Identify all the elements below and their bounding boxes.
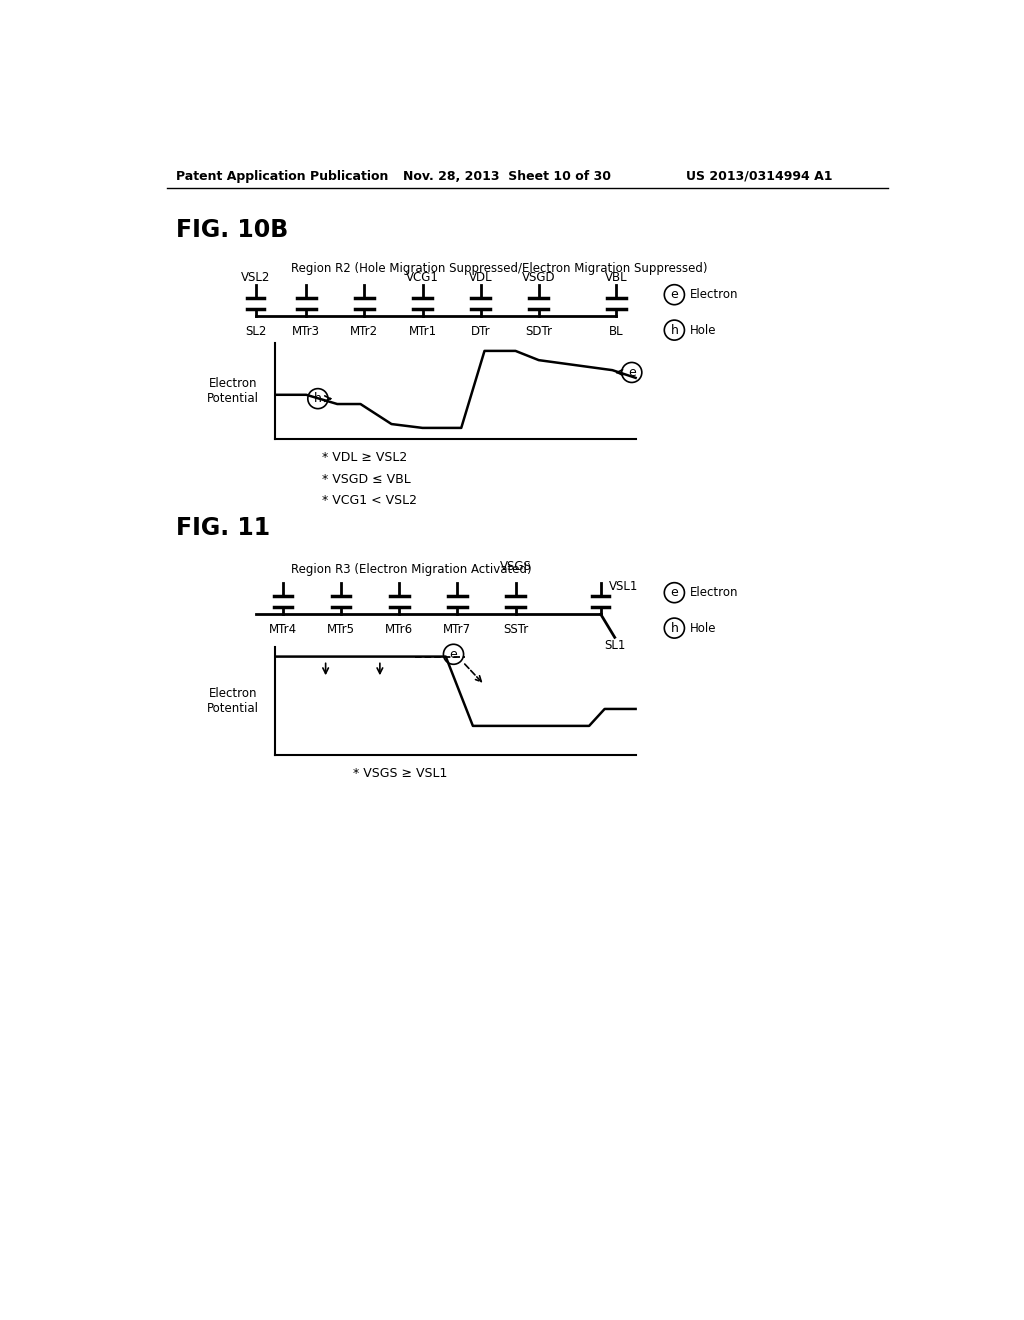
Text: MTr1: MTr1 [409,326,436,338]
Text: MTr7: MTr7 [443,623,471,636]
Text: SDTr: SDTr [525,326,552,338]
Text: e: e [628,366,636,379]
Text: Region R3 (Electron Migration Activated): Region R3 (Electron Migration Activated) [291,562,531,576]
Text: VSGS: VSGS [500,560,531,573]
Text: US 2013/0314994 A1: US 2013/0314994 A1 [686,170,833,183]
Text: h: h [671,323,678,337]
Text: VBL: VBL [605,271,628,284]
Text: VDL: VDL [469,271,493,284]
Text: VSGD: VSGD [522,271,556,284]
Text: * VDL ≥ VSL2: * VDL ≥ VSL2 [322,451,407,465]
Text: FIG. 11: FIG. 11 [176,516,270,540]
Text: FIG. 10B: FIG. 10B [176,219,289,243]
Text: e: e [671,586,678,599]
Text: VCG1: VCG1 [407,271,439,284]
Text: Electron: Electron [690,586,738,599]
Text: SSTr: SSTr [503,623,528,636]
Text: MTr3: MTr3 [292,326,321,338]
Text: h: h [314,392,322,405]
Text: Electron
Potential: Electron Potential [207,688,259,715]
Text: MTr4: MTr4 [269,623,297,636]
Text: BL: BL [609,326,624,338]
Text: SL2: SL2 [245,326,266,338]
Text: VSL2: VSL2 [242,271,270,284]
Text: Electron: Electron [690,288,738,301]
Text: * VCG1 < VSL2: * VCG1 < VSL2 [322,494,417,507]
Text: h: h [671,622,678,635]
Text: e: e [671,288,678,301]
Text: * VSGS ≥ VSL1: * VSGS ≥ VSL1 [352,767,447,780]
Text: Patent Application Publication: Patent Application Publication [176,170,388,183]
Text: Hole: Hole [690,622,717,635]
Text: Nov. 28, 2013  Sheet 10 of 30: Nov. 28, 2013 Sheet 10 of 30 [403,170,611,183]
Text: Electron
Potential: Electron Potential [207,378,259,405]
Text: e: e [450,648,458,661]
Text: * VSGD ≤ VBL: * VSGD ≤ VBL [322,473,411,486]
Text: SL1: SL1 [604,639,626,652]
Text: Region R2 (Hole Migration Suppressed/Electron Migration Suppressed): Region R2 (Hole Migration Suppressed/Ele… [291,263,708,276]
Text: MTr5: MTr5 [327,623,355,636]
Text: Hole: Hole [690,323,717,337]
Text: VSL1: VSL1 [608,579,638,593]
Text: MTr2: MTr2 [350,326,379,338]
Text: DTr: DTr [471,326,490,338]
Text: MTr6: MTr6 [385,623,414,636]
